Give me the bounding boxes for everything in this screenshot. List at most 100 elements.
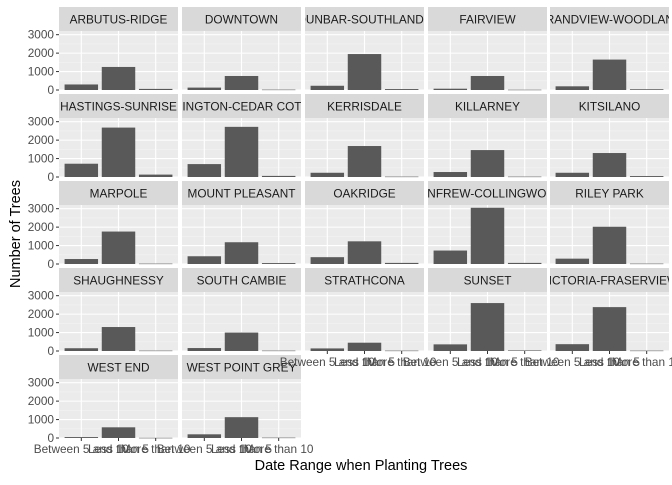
bar xyxy=(470,303,505,351)
facet-strip xyxy=(182,181,301,205)
x-tick-label: Less than 5 xyxy=(457,355,518,369)
bar xyxy=(384,89,419,90)
x-tick-label: Less than 5 xyxy=(334,355,395,369)
bar xyxy=(224,126,259,177)
facet-strip xyxy=(305,181,424,205)
y-tick-label: 2000 xyxy=(28,133,55,147)
y-tick-label: 1000 xyxy=(28,239,55,253)
facet-strip-label: FAIRVIEW xyxy=(459,12,516,26)
bar xyxy=(470,207,505,264)
facet-strip xyxy=(182,268,301,292)
bar xyxy=(592,59,627,90)
bar xyxy=(261,89,296,91)
y-tick-label: 1000 xyxy=(28,326,55,340)
bar xyxy=(138,88,173,90)
facet-panel: SOUTH CAMBIE xyxy=(182,268,301,352)
facet-panel: DUNBAR-SOUTHLANDS xyxy=(297,7,431,91)
facet-panel: KERRISDALE xyxy=(305,94,424,178)
y-axis-title: Number of Trees xyxy=(8,180,24,288)
facet-panel: KENSINGTON-CEDAR COTTAGE xyxy=(150,94,333,178)
facet-strip xyxy=(59,355,178,379)
bar xyxy=(347,54,382,90)
facet-strip-label: GRANDVIEW-WOODLAND xyxy=(537,12,672,26)
facet-panel: GRANDVIEW-WOODLAND xyxy=(537,7,672,91)
facet-panel: RILEY PARK xyxy=(550,181,669,265)
facet-strip xyxy=(182,94,301,118)
facet-panel: MOUNT PLEASANT xyxy=(182,181,301,265)
y-tick-label: 3000 xyxy=(28,376,55,390)
bar xyxy=(101,327,136,351)
y-tick-label: 0 xyxy=(47,83,54,97)
facet-strip-label: SUNSET xyxy=(464,273,512,287)
facet-strip-label: KERRISDALE xyxy=(327,99,402,113)
bar xyxy=(261,175,296,177)
facet-panel: ARBUTUS-RIDGE xyxy=(59,7,178,91)
x-axis-title: Date Range when Planting Trees xyxy=(255,458,468,474)
facet-strip-label: HASTINGS-SUNRISE xyxy=(60,99,177,113)
bar xyxy=(347,241,382,264)
bar xyxy=(64,348,99,351)
bar xyxy=(592,153,627,177)
bar xyxy=(138,350,173,352)
facet-strip xyxy=(59,268,178,292)
facet-panel: WEST POINT GREY xyxy=(182,355,301,439)
bar xyxy=(629,176,664,177)
facet-strip-label: SHAUGHNESSY xyxy=(73,273,164,287)
facet-strip-label: MOUNT PLEASANT xyxy=(188,186,296,200)
y-tick-label: 1000 xyxy=(28,65,55,79)
y-tick-label: 1000 xyxy=(28,152,55,166)
facet-strip xyxy=(428,7,547,31)
y-tick-label: 0 xyxy=(47,257,54,271)
bar xyxy=(507,89,542,91)
x-tick-label: Between 5 and 10 xyxy=(403,355,499,369)
x-tick-label: Between 5 and 10 xyxy=(34,442,130,456)
bar xyxy=(433,344,468,351)
facet-strip xyxy=(305,7,424,31)
facet-strip-label: STRATHCONA xyxy=(324,273,405,287)
facet-strip xyxy=(182,355,301,379)
bar xyxy=(64,163,99,177)
x-tick-label: More than 10 xyxy=(244,442,314,456)
bar xyxy=(224,242,259,264)
facet-strip-label: KENSINGTON-CEDAR COTTAGE xyxy=(150,99,333,113)
facet-panel: FAIRVIEW xyxy=(428,7,547,91)
y-tick-label: 2000 xyxy=(28,220,55,234)
bar xyxy=(101,231,136,264)
facet-panel: WEST END xyxy=(59,355,178,439)
y-tick-label: 2000 xyxy=(28,46,55,60)
bar xyxy=(187,434,222,438)
facet-strip xyxy=(59,94,178,118)
bar xyxy=(310,85,345,90)
bar xyxy=(101,427,136,438)
bar xyxy=(310,348,345,351)
x-tick-label: More than 10 xyxy=(612,355,672,369)
facet-strip-label: KITSILANO xyxy=(579,99,641,113)
facet-strip xyxy=(428,181,547,205)
facet-strip xyxy=(550,268,669,292)
facet-strip xyxy=(550,181,669,205)
bar xyxy=(224,75,259,90)
y-tick-label: 2000 xyxy=(28,307,55,321)
facet-strip xyxy=(428,94,547,118)
y-tick-label: 1000 xyxy=(28,413,55,427)
bar xyxy=(555,258,590,264)
bar xyxy=(555,344,590,351)
bar xyxy=(261,350,296,352)
facet-panel: VICTORIA-FRASERVIEW xyxy=(550,268,669,352)
x-tick-label: More than 10 xyxy=(121,442,191,456)
bar xyxy=(187,256,222,264)
facet-panel: HASTINGS-SUNRISE xyxy=(59,94,178,178)
y-tick-label: 0 xyxy=(47,431,54,445)
facet-panel: OAKRIDGE xyxy=(305,181,424,265)
bar xyxy=(555,86,590,90)
facet-strip-label: KILLARNEY xyxy=(455,99,520,113)
bar xyxy=(224,417,259,438)
bar xyxy=(138,263,173,265)
facet-panel: STRATHCONA xyxy=(305,268,424,352)
bar xyxy=(433,250,468,264)
facet-strip-label: MARPOLE xyxy=(90,186,148,200)
facet-strip-label: DUNBAR-SOUTHLANDS xyxy=(297,12,431,26)
bar xyxy=(101,127,136,177)
